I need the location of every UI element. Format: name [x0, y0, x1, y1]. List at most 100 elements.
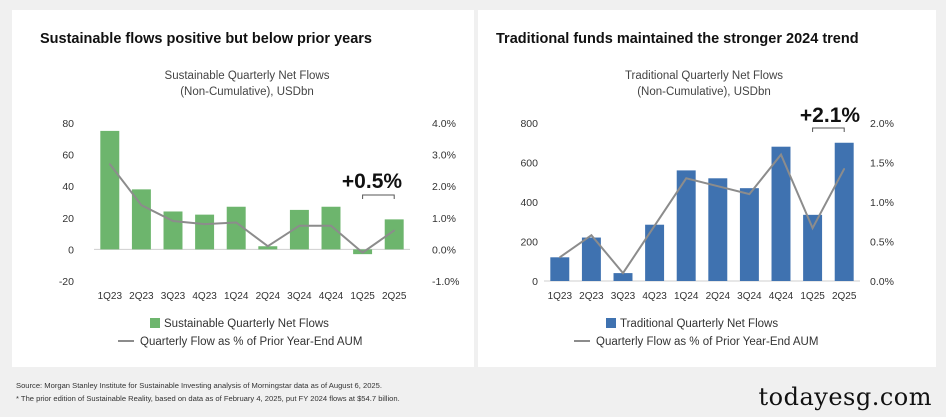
bar-1Q25 [803, 214, 823, 281]
x-tick-label: 3Q23 [161, 291, 186, 302]
brand-logo: todayesg.com [758, 383, 932, 411]
y-tick-label: 20 [62, 213, 74, 225]
percent-line [109, 163, 395, 254]
x-tick-label: 2Q23 [579, 291, 604, 302]
line-point-4Q23 [653, 224, 656, 227]
legend-bar-swatch [150, 318, 160, 328]
x-tick-label: 1Q23 [98, 291, 123, 302]
legend-bar-label: Traditional Quarterly Net Flows [620, 318, 778, 330]
source-note: Source: Morgan Stanley Institute for Sus… [16, 379, 400, 405]
legend-line-label: Quarterly Flow as % of Prior Year-End AU… [140, 336, 362, 348]
x-tick-label: 2Q24 [256, 291, 281, 302]
y-tick-label: 200 [520, 237, 538, 249]
y-tick-label: 0 [68, 244, 74, 256]
bar-1Q24 [226, 206, 246, 250]
line-point-2Q24 [267, 245, 269, 248]
y2-tick-label: 1.0% [870, 197, 894, 209]
line-point-2Q23 [590, 234, 593, 236]
y2-tick-label: 4.0% [432, 118, 456, 130]
line-point-1Q24 [235, 221, 237, 224]
x-tick-label: 4Q24 [769, 291, 794, 302]
x-tick-label: 3Q24 [287, 291, 312, 302]
footnote-line: * The prior edition of Sustainable Reali… [16, 394, 400, 403]
x-tick-label: 1Q24 [674, 291, 699, 302]
line-point-3Q24 [748, 193, 751, 195]
sustainable-panel: Sustainable flows positive but below pri… [12, 10, 474, 367]
x-tick-label: 1Q23 [548, 291, 573, 302]
chart-title: Traditional Quarterly Net Flows [625, 70, 783, 82]
line-point-1Q24 [685, 177, 687, 180]
y2-tick-label: 2.0% [870, 118, 894, 130]
annotation-label: +2.1% [800, 104, 860, 127]
x-tick-label: 3Q23 [611, 291, 636, 302]
line-point-4Q24 [330, 224, 332, 227]
y-tick-label: 60 [62, 150, 74, 162]
bar-4Q24 [321, 206, 341, 250]
x-tick-label: 3Q24 [737, 291, 762, 302]
bar-1Q23 [100, 130, 120, 250]
annotation-bracket [362, 194, 395, 199]
bar-4Q24 [771, 146, 791, 281]
bar-4Q23 [645, 224, 665, 281]
y2-tick-label: -1.0% [432, 276, 459, 288]
bar-2Q23 [581, 237, 601, 281]
y-tick-label: -20 [59, 276, 74, 288]
x-tick-label: 2Q23 [129, 291, 154, 302]
x-tick-label: 1Q25 [800, 291, 825, 302]
y-tick-label: 0 [532, 276, 538, 288]
y2-tick-label: 0.0% [432, 244, 456, 256]
x-tick-label: 1Q25 [350, 291, 375, 302]
bar-3Q24 [289, 209, 309, 250]
chart-subtitle: (Non-Cumulative), USDbn [180, 86, 314, 98]
legend-bar-swatch [606, 318, 616, 328]
y-tick-label: 800 [520, 118, 538, 130]
line-point-2Q23 [140, 204, 143, 206]
bar-2Q25 [384, 219, 404, 250]
line-point-2Q24 [717, 185, 719, 187]
annotation-label: +0.5% [342, 170, 402, 193]
line-point-3Q24 [298, 224, 301, 227]
percent-line [559, 152, 846, 275]
y2-tick-label: 1.0% [432, 213, 456, 225]
line-point-4Q23 [203, 223, 206, 225]
bar-1Q24 [676, 170, 696, 281]
x-tick-label: 4Q23 [642, 291, 667, 302]
bar-1Q23 [550, 257, 570, 281]
x-tick-label: 2Q25 [382, 291, 407, 302]
panel-heading: Sustainable flows positive but below pri… [40, 31, 372, 47]
y2-tick-label: 2.0% [432, 181, 456, 193]
y2-tick-label: 1.5% [870, 158, 894, 170]
bar-3Q23 [613, 273, 633, 281]
line-point-1Q23 [109, 163, 111, 165]
y-tick-label: 80 [62, 118, 74, 130]
x-tick-label: 2Q24 [706, 291, 731, 302]
x-tick-label: 4Q24 [319, 291, 344, 302]
x-tick-label: 1Q24 [224, 291, 249, 302]
x-tick-label: 2Q25 [832, 291, 857, 302]
source-line: Source: Morgan Stanley Institute for Sus… [16, 381, 382, 390]
line-point-3Q23 [622, 272, 624, 274]
legend-line-label: Quarterly Flow as % of Prior Year-End AU… [596, 336, 818, 348]
y2-tick-label: 0.5% [870, 237, 894, 249]
panel-heading: Traditional funds maintained the stronge… [496, 31, 859, 47]
line-point-1Q25 [811, 227, 814, 229]
line-point-2Q25 [393, 229, 396, 232]
traditional-panel: Traditional funds maintained the stronge… [478, 10, 936, 367]
y-tick-label: 400 [520, 197, 538, 209]
legend-bar-label: Sustainable Quarterly Net Flows [164, 318, 329, 330]
annotation-bracket [812, 127, 845, 132]
bar-2Q24 [258, 246, 278, 250]
x-tick-label: 4Q23 [192, 291, 217, 302]
chart-subtitle: (Non-Cumulative), USDbn [637, 86, 771, 98]
bar-3Q24 [739, 188, 759, 281]
line-point-4Q24 [780, 153, 782, 156]
y-tick-label: 40 [62, 181, 74, 193]
sustainable-chart: Sustainable Quarterly Net Flows (Non-Cumu… [59, 70, 460, 348]
line-point-1Q23 [559, 256, 561, 259]
line-point-1Q25 [361, 251, 364, 254]
bar-2Q25 [834, 142, 854, 281]
line-point-3Q23 [172, 220, 174, 222]
y-tick-label: 600 [520, 158, 538, 170]
line-point-2Q25 [843, 168, 845, 170]
y2-tick-label: 0.0% [870, 276, 894, 288]
